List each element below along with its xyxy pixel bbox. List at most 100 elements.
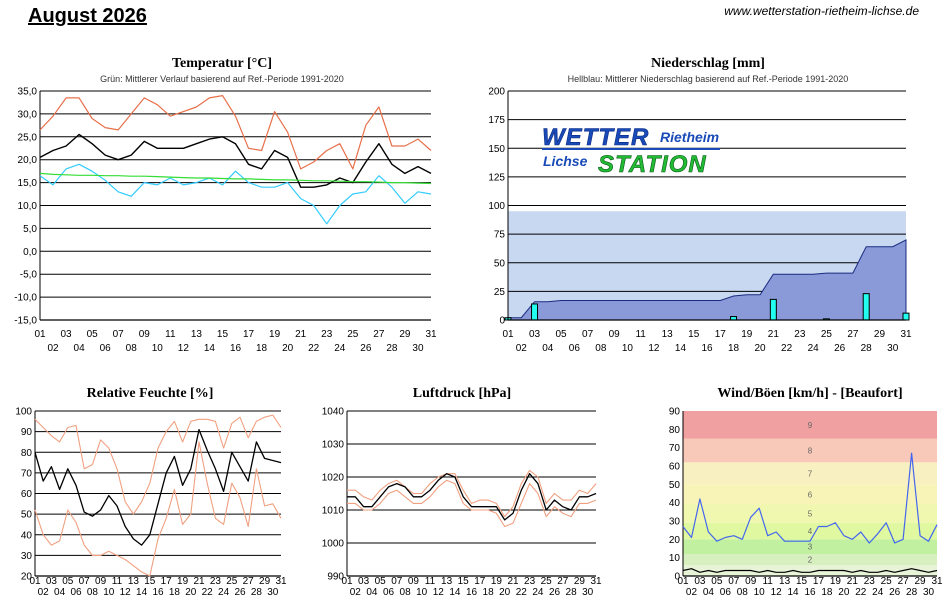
wind-xtick-label: 11 [762,576,773,587]
pressure-xtick-label: 22 [516,587,528,598]
precipitation-xtick-label: 30 [887,343,899,354]
temperature-xtick-label: 30 [412,343,424,354]
station-logo: WETTER Rietheim Lichse STATION [542,124,720,178]
temperature-xtick-label: 03 [61,329,73,340]
precipitation-xtick-label: 20 [755,343,767,354]
pressure-ytick-label: 990 [327,572,344,583]
pressure-xtick-label: 24 [532,587,544,598]
pressure-xtick-label: 25 [541,576,553,587]
wind-xtick-label: 12 [771,587,783,598]
temperature-max-line [39,94,432,170]
temperature-xtick-label: 28 [386,343,398,354]
precipitation-xtick-label: 05 [556,329,568,340]
pressure-xtick-label: 23 [524,576,536,587]
precipitation-xtick-label: 18 [728,343,740,354]
wind-xtick-label: 07 [728,576,740,587]
humidity-xtick-label: 18 [169,587,181,598]
pressure-xtick-label: 26 [549,587,561,598]
precipitation-xtick-label: 03 [529,329,541,340]
precipitation-daily-bar [902,312,910,321]
precipitation-chart: Niederschlag [mm] Hellblau: Mittlerer Ni… [488,56,912,354]
precipitation-title: Niederschlag [mm] [651,56,765,71]
wind-xtick-label: 19 [830,576,842,587]
temperature-xtick-label: 01 [34,329,46,340]
wind-xtick-label: 20 [838,587,850,598]
humidity-xtick-label: 05 [62,576,74,587]
precipitation-xtick-label: 27 [847,329,859,340]
pressure-xtick-label: 18 [483,587,495,598]
humidity-ytick-label: 30 [21,551,33,562]
temperature-min-line [39,163,432,225]
precipitation-ytick-label: 150 [488,144,505,155]
beaufort-band [683,438,937,463]
temperature-title: Temperatur [°C] [172,56,272,71]
pressure-xtick-label: 06 [383,587,395,598]
humidity-xtick-label: 02 [38,587,50,598]
wind-xtick-label: 21 [847,576,859,587]
wind-speed-line [682,568,938,573]
pressure-xtick-label: 31 [590,576,602,587]
temperature-xtick-label: 12 [178,343,190,354]
pressure-ytick-label: 1030 [322,440,345,451]
wind-xtick-label: 15 [796,576,808,587]
wind-xtick-label: 27 [898,576,910,587]
humidity-xtick-label: 28 [251,587,263,598]
pressure-xtick-label: 19 [491,576,503,587]
humidity-ytick-label: 50 [21,510,33,521]
wind-xtick-label: 28 [906,587,918,598]
wind-xtick-label: 14 [788,587,800,598]
temperature-xtick-label: 20 [282,343,294,354]
temperature-xtick-label: 07 [113,329,125,340]
wind-xtick-label: 01 [677,576,689,587]
temperature-xtick-label: 15 [217,329,229,340]
humidity-xtick-label: 09 [95,576,107,587]
temperature-xtick-label: 14 [204,343,216,354]
pressure-xtick-label: 09 [408,576,420,587]
wind-xtick-label: 04 [703,587,715,598]
pressure-xtick-label: 04 [366,587,378,598]
website-url[interactable]: www.wetterstation-rietheim-lichse.de [724,4,919,18]
temperature-xtick-label: 10 [152,343,164,354]
pressure-ytick-label: 1040 [322,407,345,418]
temperature-xtick-label: 05 [87,329,99,340]
wind-xtick-label: 23 [864,576,876,587]
pressure-xtick-label: 07 [391,576,403,587]
precipitation-daily-bar [862,293,870,321]
logo-word-station: STATION [598,151,707,178]
wind-chart: Wind/Böen [km/h] - [Beaufort] 2345678990… [669,386,943,598]
temperature-ytick-label: 35,0 [18,87,38,98]
pressure-xtick-label: 13 [441,576,453,587]
beaufort-band [683,539,937,554]
wind-ytick-label: 40 [669,498,681,509]
pressure-xtick-label: 15 [458,576,470,587]
precipitation-xtick-label: 06 [569,343,581,354]
precipitation-ytick-label: 125 [488,172,505,183]
humidity-xtick-label: 06 [70,587,82,598]
beaufort-band [683,462,937,485]
wind-ytick-label: 70 [669,443,681,454]
precipitation-daily-bar [769,298,777,321]
wind-xtick-label: 10 [754,587,766,598]
beaufort-label: 6 [808,490,813,499]
humidity-chart: Relative Feuchte [%] 1009080706050403020… [15,386,287,598]
humidity-ytick-label: 70 [21,468,33,479]
humidity-xtick-label: 07 [79,576,91,587]
humidity-xtick-label: 30 [267,587,279,598]
beaufort-label: 3 [808,543,813,552]
temperature-mean-line [39,133,432,188]
temperature-xtick-label: 25 [347,329,359,340]
humidity-xtick-label: 27 [243,576,255,587]
humidity-xtick-label: 24 [218,587,230,598]
temperature-chart: Temperatur [°C] Grün: Mittlerer Verlauf … [14,56,437,354]
pressure-max-line [347,469,597,518]
beaufort-label: 8 [808,446,813,455]
beaufort-band [683,484,937,505]
humidity-ytick-label: 100 [15,407,32,418]
precipitation-xtick-label: 02 [516,343,528,354]
humidity-xtick-label: 03 [46,576,58,587]
precipitation-xtick-label: 12 [648,343,660,354]
temperature-xtick-label: 27 [373,329,385,340]
beaufort-label: 7 [808,469,813,478]
humidity-xtick-label: 22 [202,587,214,598]
